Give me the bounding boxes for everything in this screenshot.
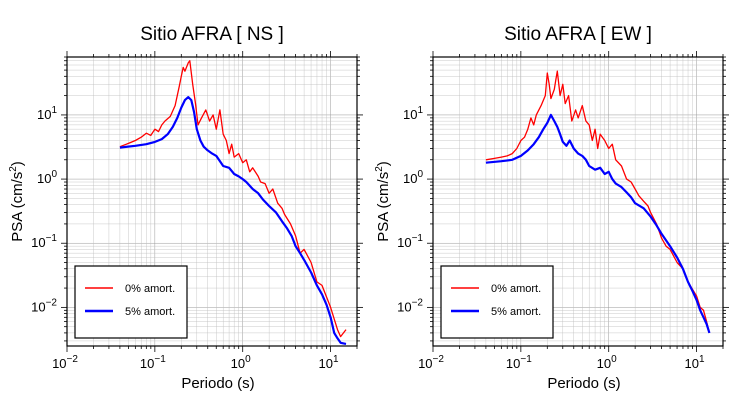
chart-title: Sitio AFRA [ EW ] (504, 24, 652, 45)
x-tick-label: 10−2 (418, 354, 444, 371)
x-axis-label: Periodo (s) (181, 375, 254, 392)
legend-label: 5% amort. (125, 306, 175, 318)
legend-label: 5% amort. (491, 306, 541, 318)
axis-ticks (427, 51, 729, 352)
y-axis-label-close: ) (9, 161, 26, 166)
x-tick-label: 10−1 (140, 354, 166, 371)
series-line-amort-5 (119, 96, 347, 345)
y-axis-label-close: ) (375, 161, 392, 166)
y-tick-label: 101 (403, 105, 423, 122)
x-tick-label: 10−2 (52, 354, 78, 371)
y-tick-label-exp: 1 (417, 105, 423, 116)
x-tick-label-exp: −2 (433, 354, 445, 365)
x-tick-label-base: 10 (418, 356, 432, 371)
series-line-amort-5 (485, 113, 711, 334)
x-tick-label: 100 (231, 354, 251, 371)
y-axis-label-main: PSA (cm/s (9, 172, 26, 242)
y-axis-label-main: PSA (cm/s (375, 172, 392, 242)
x-tick-label-base: 10 (685, 356, 699, 371)
x-tick-label-exp: −1 (520, 354, 532, 365)
x-axis-label: Periodo (s) (547, 375, 620, 392)
y-tick-label-exp: −2 (46, 297, 58, 308)
legend-label: 0% amort. (491, 283, 541, 295)
y-tick-label: 100 (37, 169, 57, 186)
y-tick-label-exp: −1 (412, 233, 424, 244)
y-tick-label: 100 (403, 169, 423, 186)
x-tick-label-exp: 0 (245, 354, 251, 365)
y-tick-label-base: 10 (31, 235, 45, 250)
x-tick-label-exp: 0 (611, 354, 617, 365)
x-tick-label: 101 (685, 354, 705, 371)
legend: 0% amort. 5% amort. (74, 265, 188, 339)
x-tick-label-exp: 1 (333, 354, 339, 365)
y-tick-label-base: 10 (37, 171, 51, 186)
y-tick-label-exp: 0 (417, 169, 423, 180)
y-tick-label-base: 10 (37, 107, 51, 122)
plot-frame (66, 56, 358, 347)
x-tick-label: 100 (597, 354, 617, 371)
y-tick-label-exp: −2 (412, 297, 424, 308)
legend-box (74, 265, 188, 339)
x-tick-label-base: 10 (52, 356, 66, 371)
y-tick-label-exp: −1 (46, 233, 58, 244)
x-tick-label-base: 10 (597, 356, 611, 371)
minor-grid-lines (433, 56, 724, 346)
series-line-amort-0 (119, 60, 347, 338)
y-tick-label-base: 10 (403, 171, 417, 186)
y-axis-label-sup: 2 (8, 166, 19, 172)
x-tick-label-exp: −2 (67, 354, 79, 365)
y-tick-label: 10−1 (31, 233, 57, 250)
series-line-amort-0 (485, 70, 711, 334)
y-tick-label-base: 10 (403, 107, 417, 122)
x-tick-label-base: 10 (231, 356, 245, 371)
y-tick-label-base: 10 (397, 299, 411, 314)
x-tick-label: 10−1 (506, 354, 532, 371)
y-axis-label-sup: 2 (374, 166, 385, 172)
legend: 0% amort. 5% amort. (440, 265, 554, 339)
y-tick-label: 10−2 (397, 297, 423, 314)
x-tick-label-base: 10 (140, 356, 154, 371)
x-tick-label-base: 10 (319, 356, 333, 371)
y-axis-label: PSA (cm/s2) (374, 161, 392, 242)
y-tick-label: 10−2 (31, 297, 57, 314)
y-tick-label-exp: 0 (51, 169, 57, 180)
x-tick-label-exp: 1 (699, 354, 705, 365)
y-tick-label-base: 10 (31, 299, 45, 314)
y-tick-label: 101 (37, 105, 57, 122)
x-tick-label-exp: −1 (154, 354, 166, 365)
y-tick-label-exp: 1 (51, 105, 57, 116)
y-axis-label: PSA (cm/s2) (8, 161, 26, 242)
legend-label: 0% amort. (125, 283, 175, 295)
chart-title: Sitio AFRA [ NS ] (140, 24, 284, 45)
axis-ticks (61, 51, 363, 352)
x-tick-label-base: 10 (506, 356, 520, 371)
y-tick-label-base: 10 (397, 235, 411, 250)
plot-frame (432, 56, 724, 347)
legend-box (440, 265, 554, 339)
x-tick-label: 101 (319, 354, 339, 371)
y-tick-label: 10−1 (397, 233, 423, 250)
